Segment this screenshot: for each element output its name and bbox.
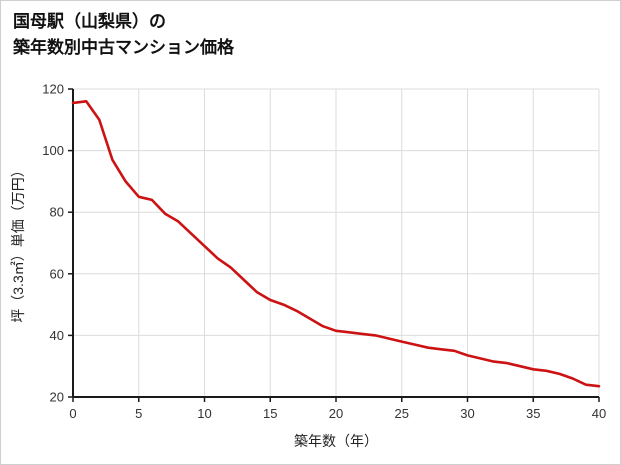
x-tick-label: 0: [69, 406, 76, 421]
x-tick-label: 40: [592, 406, 606, 421]
x-axis-ticks: 0 5 10 15 20 25 30 35 40: [69, 397, 606, 421]
y-tick-label: 40: [50, 328, 64, 343]
x-tick-label: 20: [329, 406, 343, 421]
x-tick-label: 25: [395, 406, 409, 421]
gridlines: [72, 88, 600, 398]
y-tick-label: 120: [42, 82, 64, 97]
y-tick-label: 100: [42, 143, 64, 158]
x-axis-label: 築年数（年）: [294, 433, 378, 449]
y-tick-label: 80: [50, 205, 64, 220]
price-line-series: [71, 100, 601, 388]
x-tick-label: 30: [460, 406, 474, 421]
chart-title: 国母駅（山梨県）の 築年数別中古マンション価格: [13, 9, 234, 60]
y-tick-label: 60: [50, 266, 64, 281]
chart-title-line1: 国母駅（山梨県）の: [13, 12, 166, 31]
y-axis-label: 坪（3.3㎡）単価（万円）: [10, 163, 26, 322]
y-tick-label: 20: [50, 390, 64, 405]
x-tick-label: 15: [263, 406, 277, 421]
x-tick-label: 5: [135, 406, 142, 421]
chart-title-line2: 築年数別中古マンション価格: [13, 37, 234, 57]
y-axis-ticks: 20 40 60 80 100 120: [42, 82, 73, 405]
x-tick-label: 10: [197, 406, 211, 421]
x-tick-label: 35: [526, 406, 540, 421]
